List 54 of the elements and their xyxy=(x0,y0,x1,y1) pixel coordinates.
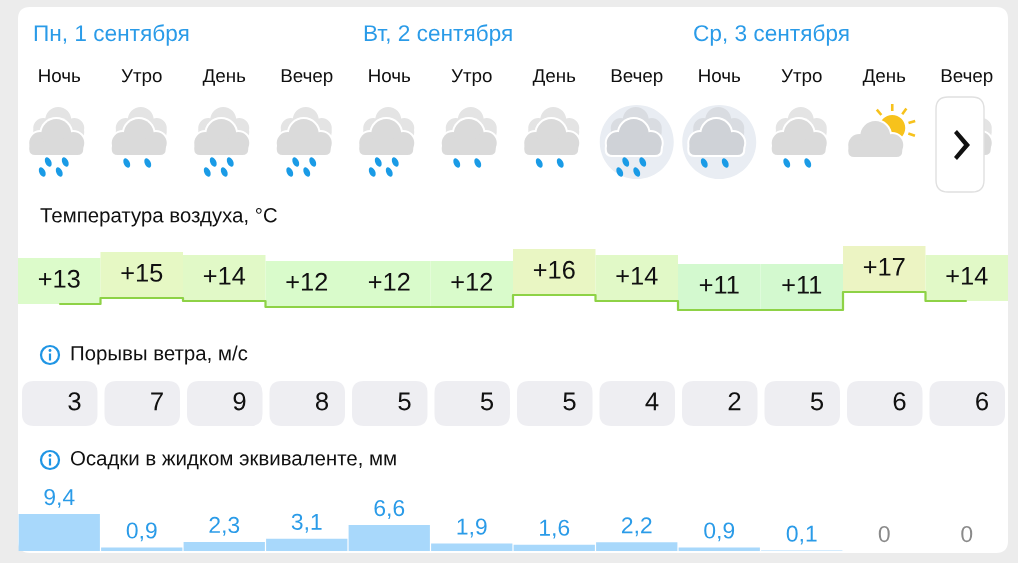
x-tick-label: День xyxy=(862,69,906,86)
data-label: +12 xyxy=(451,272,493,291)
text: Вт, 2 сентября xyxy=(364,24,512,46)
data-label: +11 xyxy=(782,276,822,294)
data-label: 4 xyxy=(645,392,659,411)
data-label: +16 xyxy=(533,260,575,279)
data-label: 9 xyxy=(233,392,246,411)
data-label: +11 xyxy=(699,276,739,294)
data-label: +12 xyxy=(286,272,328,291)
data-label: 2 xyxy=(728,392,741,411)
data-label: 0 xyxy=(961,525,973,543)
data-label: 6 xyxy=(893,392,906,411)
data-label: 6,6 xyxy=(374,499,405,519)
x-tick-label: Вечер xyxy=(611,69,663,86)
data-label: 0,9 xyxy=(704,522,735,542)
x-tick-label: Ночь xyxy=(699,69,741,83)
data-label: 5 xyxy=(480,392,494,411)
data-label: +15 xyxy=(121,264,163,282)
text: Пн, 1 сентября xyxy=(34,24,189,46)
data-label: 2,3 xyxy=(209,516,240,536)
x-tick-label: День xyxy=(532,69,576,86)
chart-title: Температура воздуха, °C xyxy=(40,208,277,227)
data-label: 5 xyxy=(398,392,411,411)
data-label: 2,2 xyxy=(621,517,652,537)
data-label: 1,9 xyxy=(457,518,487,538)
x-tick-label: Утро xyxy=(451,69,492,86)
data-label: +14 xyxy=(203,267,246,285)
data-label: 3,1 xyxy=(291,513,322,533)
text: Порывы ветра, м/с xyxy=(71,345,248,365)
data-label: 0,1 xyxy=(786,525,817,545)
data-label: 0 xyxy=(878,525,890,543)
x-tick-label: Утро xyxy=(781,69,822,86)
x-tick-label: Вечер xyxy=(281,69,333,86)
x-tick-label: День xyxy=(202,69,246,86)
data-label: 3 xyxy=(68,392,81,411)
x-tick-label: Утро xyxy=(121,69,162,86)
text: Ср, 3 сентября xyxy=(694,24,849,46)
data-label: 5 xyxy=(810,392,824,411)
data-label: 0,9 xyxy=(126,522,157,542)
data-label: 1,6 xyxy=(540,519,570,539)
data-label: 9,4 xyxy=(44,488,75,508)
x-tick-label: Ночь xyxy=(369,69,411,83)
data-label: 7 xyxy=(151,392,163,411)
data-label: +12 xyxy=(368,272,410,291)
data-label: +17 xyxy=(863,258,905,276)
data-label: 8 xyxy=(315,392,329,411)
data-label: 6 xyxy=(976,392,989,411)
chart-title: Осадки в жидком эквиваленте, мм xyxy=(70,451,396,470)
x-tick-label: Вечер xyxy=(941,69,993,86)
data-label: +14 xyxy=(616,267,658,285)
data-label: 5 xyxy=(563,392,576,411)
data-label: +14 xyxy=(946,267,988,285)
x-tick-label: Ночь xyxy=(39,69,81,83)
data-label: +13 xyxy=(38,269,80,288)
